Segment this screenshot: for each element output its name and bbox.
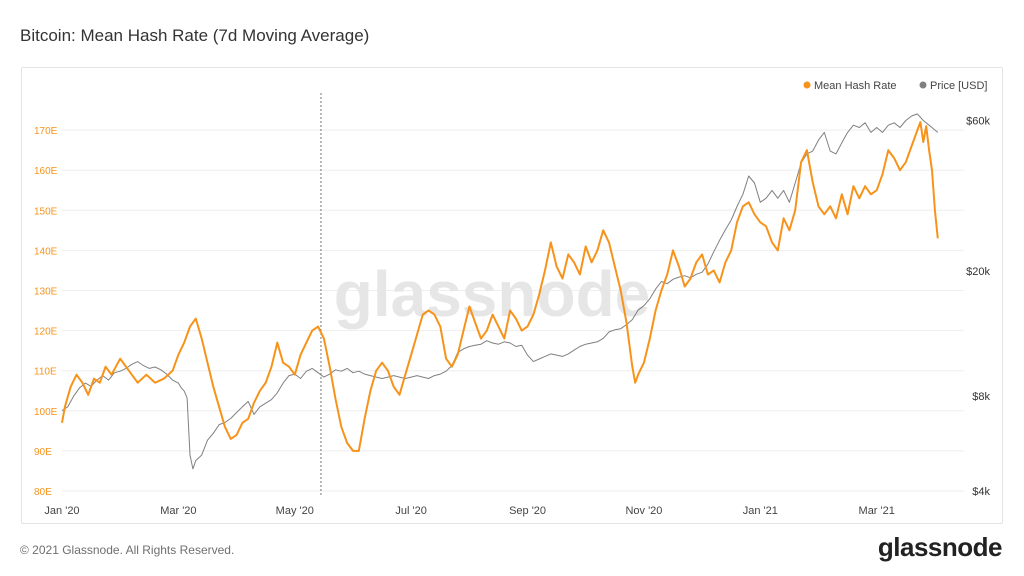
- hash-rate-series-line: [61, 121, 939, 452]
- x-axis-tick-label: Sep '20: [509, 505, 546, 517]
- left-axis-tick-label: 140E: [34, 246, 58, 257]
- left-axis-tick-label: 170E: [34, 126, 58, 137]
- legend-marker-hash-rate: [803, 81, 811, 89]
- left-axis-tick-label: 130E: [34, 287, 58, 298]
- x-axis-tick-label: Mar '21: [859, 505, 895, 517]
- left-axis-tick-label: 110E: [34, 367, 57, 378]
- x-axis-tick-label: May '20: [276, 505, 314, 517]
- left-axis-tick-label: 150E: [34, 206, 58, 217]
- chart-title: Bitcoin: Mean Hash Rate (7d Moving Avera…: [20, 26, 370, 45]
- right-axis-tick-label: $4k: [972, 486, 990, 498]
- right-axis: $4k $8k $20k $60k: [966, 116, 990, 498]
- x-axis-tick-label: Nov '20: [625, 505, 662, 517]
- right-axis-tick-label: $8k: [972, 391, 990, 403]
- copyright-text: © 2021 Glassnode. All Rights Reserved.: [20, 543, 235, 557]
- price-series-line: [61, 113, 939, 470]
- brand-logo: glassnode: [877, 532, 1003, 562]
- legend-item-hash-rate[interactable]: Mean Hash Rate: [803, 80, 897, 92]
- legend-marker-price: [919, 81, 927, 89]
- left-axis-tick-label: 120E: [34, 327, 58, 338]
- legend: Mean Hash Rate Price [USD]: [803, 80, 988, 92]
- x-axis-tick-label: Mar '20: [160, 505, 196, 517]
- chart-frame: glassnode 80E 90E 100E 110E 120E 130E 140E 150E…: [21, 67, 1003, 524]
- legend-label-price: Price [USD]: [930, 80, 987, 92]
- left-axis-tick-label: 160E: [34, 166, 58, 177]
- left-axis-tick-label: 100E: [34, 407, 58, 418]
- legend-item-price[interactable]: Price [USD]: [919, 80, 988, 92]
- watermark: glassnode: [334, 258, 651, 330]
- x-axis-tick-label: Jan '21: [743, 505, 778, 517]
- chart[interactable]: glassnode 80E 90E 100E 110E 120E 130E 140E 150E…: [22, 68, 1002, 523]
- left-axis-tick-label: 90E: [34, 447, 52, 458]
- grid-lines: [62, 129, 964, 492]
- left-axis-tick-label: 80E: [34, 487, 52, 498]
- legend-label-hash-rate: Mean Hash Rate: [814, 80, 897, 92]
- x-axis-tick-label: Jan '20: [44, 505, 79, 517]
- x-axis-tick-label: Jul '20: [395, 505, 426, 517]
- x-axis: Jan '20 Mar '20 May '20 Jul '20 Sep '20 Nov '…: [44, 505, 894, 517]
- right-axis-tick-label: $20k: [966, 266, 990, 278]
- right-axis-tick-label: $60k: [966, 116, 990, 128]
- left-axis: 80E 90E 100E 110E 120E 130E 140E 150E 160E 170E: [34, 126, 58, 498]
